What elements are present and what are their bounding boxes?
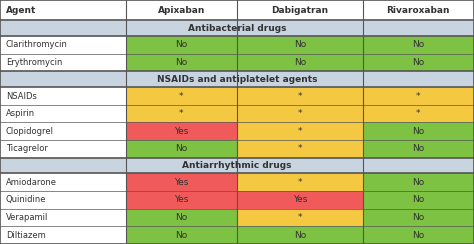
Bar xyxy=(0,209,126,226)
Bar xyxy=(363,36,474,54)
Bar xyxy=(363,54,474,71)
Text: Clarithromycin: Clarithromycin xyxy=(6,41,68,50)
Text: Yes: Yes xyxy=(174,178,189,187)
Text: *: * xyxy=(298,92,302,101)
Bar xyxy=(363,105,474,122)
Text: No: No xyxy=(175,231,187,240)
Bar xyxy=(126,209,237,226)
Bar xyxy=(237,191,363,209)
Text: No: No xyxy=(175,58,187,67)
Bar xyxy=(126,105,237,122)
Text: Yes: Yes xyxy=(292,195,307,204)
Text: No: No xyxy=(412,127,424,136)
Bar xyxy=(237,0,363,20)
Text: Antiarrhythmic drugs: Antiarrhythmic drugs xyxy=(182,161,292,170)
Bar xyxy=(237,226,363,244)
Bar xyxy=(126,191,237,209)
Bar xyxy=(363,173,474,191)
Bar xyxy=(126,173,237,191)
Text: *: * xyxy=(179,92,183,101)
Bar xyxy=(0,71,474,87)
Text: No: No xyxy=(412,144,424,153)
Bar xyxy=(237,105,363,122)
Bar xyxy=(0,54,126,71)
Bar xyxy=(237,87,363,105)
Text: *: * xyxy=(416,92,420,101)
Text: *: * xyxy=(298,213,302,222)
Bar xyxy=(0,87,126,105)
Text: No: No xyxy=(412,58,424,67)
Bar xyxy=(237,122,363,140)
Bar xyxy=(126,54,237,71)
Text: NSAIDs: NSAIDs xyxy=(6,92,36,101)
Bar xyxy=(363,191,474,209)
Bar xyxy=(0,226,126,244)
Text: *: * xyxy=(298,144,302,153)
Text: *: * xyxy=(416,109,420,118)
Text: NSAIDs and antiplatelet agents: NSAIDs and antiplatelet agents xyxy=(157,75,317,84)
Bar xyxy=(126,36,237,54)
Text: *: * xyxy=(298,178,302,187)
Text: *: * xyxy=(179,109,183,118)
Bar xyxy=(0,191,126,209)
Bar xyxy=(237,140,363,158)
Text: No: No xyxy=(294,231,306,240)
Bar xyxy=(363,209,474,226)
Text: Clopidogrel: Clopidogrel xyxy=(6,127,54,136)
Text: Antibacterial drugs: Antibacterial drugs xyxy=(188,24,286,33)
Text: Ticagrelor: Ticagrelor xyxy=(6,144,47,153)
Text: No: No xyxy=(412,213,424,222)
Bar xyxy=(0,20,474,36)
Text: *: * xyxy=(298,109,302,118)
Text: No: No xyxy=(294,41,306,50)
Text: Quinidine: Quinidine xyxy=(6,195,46,204)
Text: Agent: Agent xyxy=(6,6,36,15)
Bar xyxy=(0,122,126,140)
Text: Verapamil: Verapamil xyxy=(6,213,48,222)
Text: Yes: Yes xyxy=(174,127,189,136)
Bar xyxy=(0,140,126,158)
Text: Yes: Yes xyxy=(174,195,189,204)
Text: Diltiazem: Diltiazem xyxy=(6,231,46,240)
Bar xyxy=(363,140,474,158)
Bar xyxy=(363,122,474,140)
Bar xyxy=(0,105,126,122)
Bar xyxy=(126,122,237,140)
Text: No: No xyxy=(412,178,424,187)
Text: No: No xyxy=(412,195,424,204)
Bar xyxy=(237,36,363,54)
Text: No: No xyxy=(175,144,187,153)
Bar xyxy=(237,173,363,191)
Text: Dabigatran: Dabigatran xyxy=(271,6,328,15)
Bar xyxy=(363,0,474,20)
Bar xyxy=(0,173,126,191)
Text: *: * xyxy=(298,127,302,136)
Text: No: No xyxy=(412,231,424,240)
Bar xyxy=(126,226,237,244)
Text: Apixaban: Apixaban xyxy=(158,6,205,15)
Text: No: No xyxy=(412,41,424,50)
Bar xyxy=(237,54,363,71)
Bar xyxy=(0,158,474,173)
Bar xyxy=(126,87,237,105)
Bar xyxy=(363,87,474,105)
Text: No: No xyxy=(175,213,187,222)
Text: Amiodarone: Amiodarone xyxy=(6,178,57,187)
Text: Aspirin: Aspirin xyxy=(6,109,35,118)
Bar xyxy=(237,209,363,226)
Text: No: No xyxy=(294,58,306,67)
Bar xyxy=(0,0,126,20)
Text: No: No xyxy=(175,41,187,50)
Bar xyxy=(126,140,237,158)
Bar xyxy=(0,36,126,54)
Text: Erythromycin: Erythromycin xyxy=(6,58,62,67)
Text: Rivaroxaban: Rivaroxaban xyxy=(387,6,450,15)
Bar xyxy=(126,0,237,20)
Bar xyxy=(363,226,474,244)
